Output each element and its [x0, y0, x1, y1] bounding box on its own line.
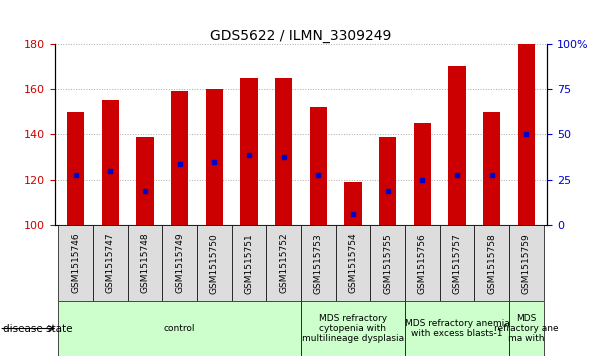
- Bar: [67, 111, 84, 225]
- Bar: [206, 89, 223, 225]
- Bar: [171, 91, 188, 225]
- Bar: [309, 107, 327, 225]
- Bar: [336, 225, 370, 301]
- Text: GSM1515754: GSM1515754: [348, 233, 358, 294]
- Bar: [405, 301, 509, 356]
- Bar: [136, 136, 154, 225]
- Bar: [232, 225, 266, 301]
- Text: GSM1515751: GSM1515751: [244, 233, 254, 294]
- Bar: [275, 78, 292, 225]
- Text: MDS
refractory ane
ma with: MDS refractory ane ma with: [494, 314, 559, 343]
- Text: GSM1515757: GSM1515757: [452, 233, 461, 294]
- Bar: [448, 66, 466, 225]
- Text: GSM1515755: GSM1515755: [383, 233, 392, 294]
- Text: GSM1515756: GSM1515756: [418, 233, 427, 294]
- Bar: [344, 182, 362, 225]
- Bar: [440, 225, 474, 301]
- Bar: [405, 225, 440, 301]
- Bar: [162, 225, 197, 301]
- Bar: [370, 225, 405, 301]
- Text: GSM1515747: GSM1515747: [106, 233, 115, 294]
- Bar: [102, 100, 119, 225]
- Text: GSM1515750: GSM1515750: [210, 233, 219, 294]
- Text: GSM1515752: GSM1515752: [279, 233, 288, 294]
- Bar: [93, 225, 128, 301]
- Text: GSM1515748: GSM1515748: [140, 233, 150, 294]
- Bar: [413, 123, 431, 225]
- Title: GDS5622 / ILMN_3309249: GDS5622 / ILMN_3309249: [210, 29, 392, 42]
- Bar: [509, 301, 544, 356]
- Bar: [58, 301, 301, 356]
- Bar: [266, 225, 301, 301]
- Bar: [301, 225, 336, 301]
- Bar: [240, 78, 258, 225]
- Text: control: control: [164, 324, 195, 333]
- Bar: [379, 136, 396, 225]
- Text: MDS refractory
cytopenia with
multilineage dysplasia: MDS refractory cytopenia with multilinea…: [302, 314, 404, 343]
- Bar: [128, 225, 162, 301]
- Bar: [509, 225, 544, 301]
- Bar: [474, 225, 509, 301]
- Bar: [197, 225, 232, 301]
- Text: GSM1515758: GSM1515758: [487, 233, 496, 294]
- Bar: [518, 44, 535, 225]
- Text: GSM1515746: GSM1515746: [71, 233, 80, 294]
- Text: GSM1515759: GSM1515759: [522, 233, 531, 294]
- Text: GSM1515753: GSM1515753: [314, 233, 323, 294]
- Text: GSM1515749: GSM1515749: [175, 233, 184, 294]
- Text: MDS refractory anemia
with excess blasts-1: MDS refractory anemia with excess blasts…: [405, 319, 510, 338]
- Bar: [58, 225, 93, 301]
- Bar: [301, 301, 405, 356]
- Text: disease state: disease state: [3, 323, 72, 334]
- Bar: [483, 111, 500, 225]
